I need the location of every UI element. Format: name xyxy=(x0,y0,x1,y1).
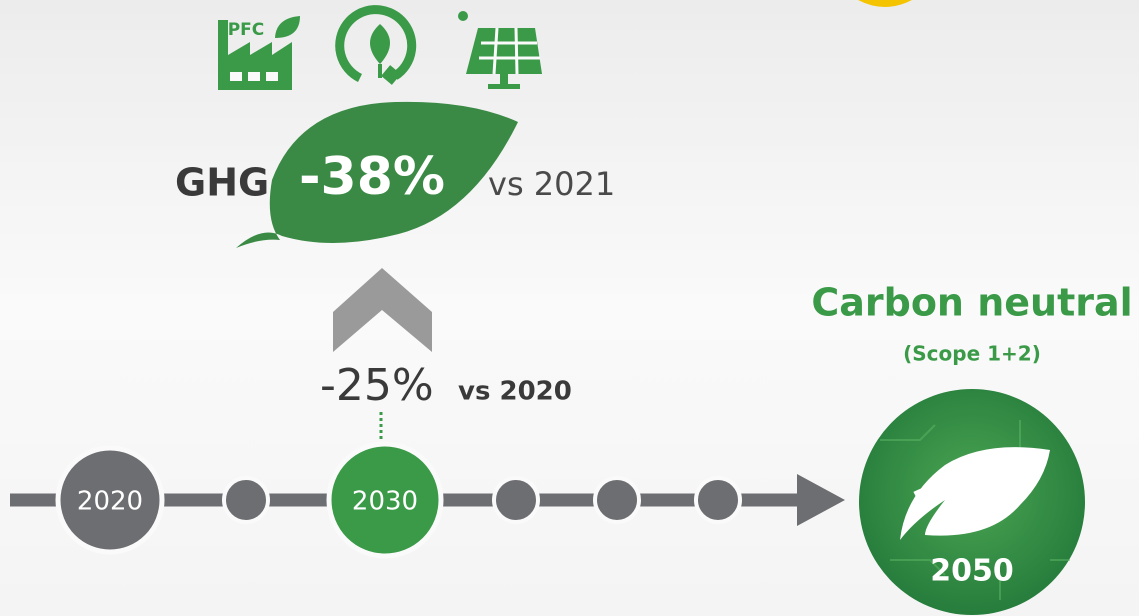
year-label: 2030 xyxy=(352,487,418,517)
dot xyxy=(492,476,540,524)
timeline-arrow xyxy=(797,474,845,526)
up-chevron xyxy=(333,268,432,352)
factory-icon xyxy=(218,16,300,90)
goal-title: Carbon neutral xyxy=(811,281,1132,325)
dot xyxy=(593,476,641,524)
leaf xyxy=(236,101,518,248)
target-suffix: vs 2021 xyxy=(488,165,615,203)
dot xyxy=(694,476,742,524)
yellow-shape xyxy=(858,0,912,7)
leaf-icon-stroke xyxy=(913,482,981,499)
dot xyxy=(222,476,270,524)
ghg-label: GHG xyxy=(175,161,269,205)
year-circle xyxy=(55,445,165,555)
goal-year: 2050 xyxy=(930,554,1014,589)
year-label: 2020 xyxy=(77,487,143,517)
leaf-icon xyxy=(900,447,1050,540)
solar-icon xyxy=(458,11,542,89)
interim-suffix: vs 2020 xyxy=(458,377,572,407)
plug-icon xyxy=(335,5,417,85)
interim-value: -25% xyxy=(320,360,434,411)
factory-label: PFC xyxy=(228,20,265,40)
goal-subtitle: (Scope 1+2) xyxy=(903,342,1041,366)
year-circle xyxy=(326,441,444,559)
target-value: -38% xyxy=(299,147,445,207)
